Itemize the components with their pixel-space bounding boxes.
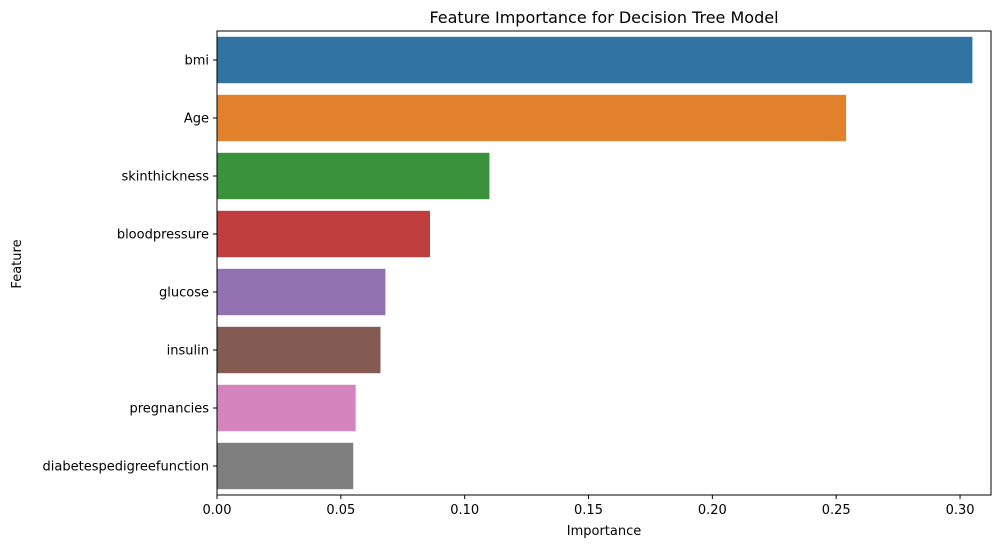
x-tick-label: 0.20 (698, 503, 727, 518)
bar-insulin (217, 326, 381, 374)
bar-glucose (217, 268, 386, 316)
bar-Age (217, 94, 847, 142)
chart-title: Feature Importance for Decision Tree Mod… (429, 8, 778, 27)
x-tick-label: 0.15 (574, 503, 603, 518)
bar-bloodpressure (217, 210, 431, 258)
y-axis-label: Feature (10, 239, 25, 288)
bar-skinthickness (217, 152, 490, 200)
x-tick-label: 0.30 (946, 503, 975, 518)
y-tick-label: bloodpressure (117, 228, 209, 243)
y-tick-label: bmi (184, 54, 209, 69)
x-axis-label: Importance (567, 524, 642, 539)
x-tick-label: 0.05 (326, 503, 355, 518)
bar-bmi (217, 36, 973, 84)
x-tick-label: 0.00 (203, 503, 232, 518)
x-tick-label: 0.10 (450, 503, 479, 518)
bars-group (217, 36, 973, 490)
y-tick-label: diabetespedigreefunction (43, 460, 209, 475)
x-tick-labels: 0.00 0.05 0.10 0.15 0.20 0.25 0.30 (203, 495, 975, 518)
y-tick-label: insulin (167, 344, 209, 359)
bar-pregnancies (217, 384, 356, 432)
y-tick-label: glucose (159, 286, 209, 301)
y-tick-label: Age (184, 112, 209, 127)
plot-frame (216, 30, 992, 496)
y-tick-label: skinthickness (121, 170, 209, 185)
y-tick-label: pregnancies (129, 402, 209, 417)
y-tick-labels: bmi Age skinthickness bloodpressure glucose i… (43, 54, 217, 475)
bar-diabetespedigreefunction (217, 442, 354, 490)
x-tick-label: 0.25 (822, 503, 851, 518)
